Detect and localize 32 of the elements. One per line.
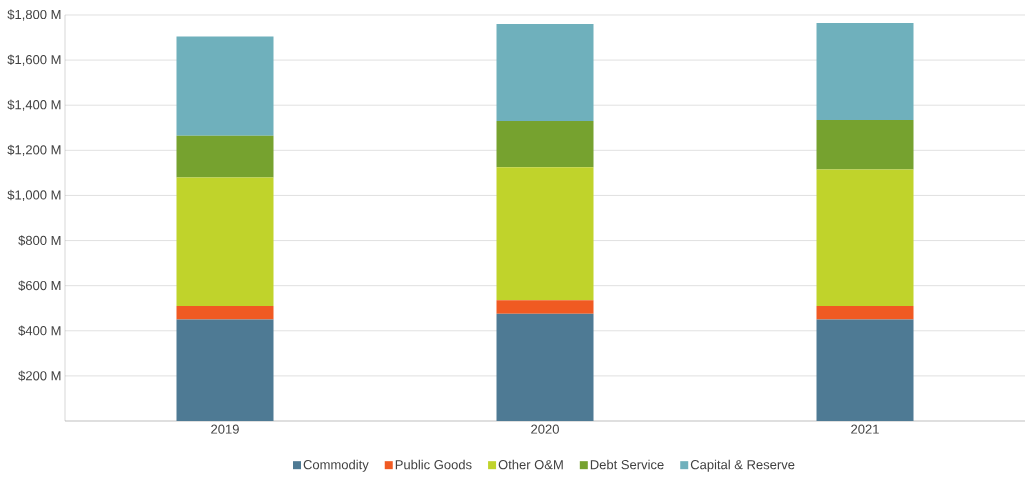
bar bbox=[816, 119, 914, 170]
bar bbox=[816, 22, 914, 120]
bar bbox=[496, 313, 594, 421]
y-tick-label: $1,000 M bbox=[7, 189, 61, 202]
y-tick-label: $200 M bbox=[18, 370, 61, 382]
bar bbox=[816, 319, 914, 421]
bar bbox=[176, 319, 274, 421]
y-tick-label: $400 M bbox=[18, 325, 61, 337]
y-tick-label: $1,200 M bbox=[7, 144, 61, 156]
bar bbox=[176, 177, 274, 306]
legend-label: Public Goods bbox=[395, 459, 472, 470]
y-tick-label: $1,400 M bbox=[7, 99, 61, 111]
y-tick-label: $1,800 M bbox=[7, 9, 61, 21]
bar bbox=[816, 305, 914, 320]
bar bbox=[496, 167, 594, 301]
legend-label: Debt Service bbox=[590, 459, 664, 470]
bar bbox=[496, 121, 594, 168]
x-tick-label: 2020 bbox=[531, 424, 559, 434]
bar bbox=[176, 305, 274, 320]
bar bbox=[176, 135, 274, 178]
x-tick-label: 2021 bbox=[851, 424, 879, 434]
y-tick-label: $1,600 M bbox=[7, 54, 61, 66]
legend-label: Capital & Reserve bbox=[690, 459, 795, 472]
y-tick-label: $600 M bbox=[18, 280, 61, 291]
x-tick-label: 2019 bbox=[211, 424, 239, 434]
bar bbox=[176, 36, 274, 136]
legend-label: Commodity bbox=[303, 459, 369, 472]
bar bbox=[496, 300, 594, 314]
y-tick-label: $800 M bbox=[18, 235, 61, 246]
legend-label: Other O&M bbox=[498, 459, 563, 470]
bar bbox=[816, 169, 914, 306]
bar bbox=[496, 24, 594, 122]
